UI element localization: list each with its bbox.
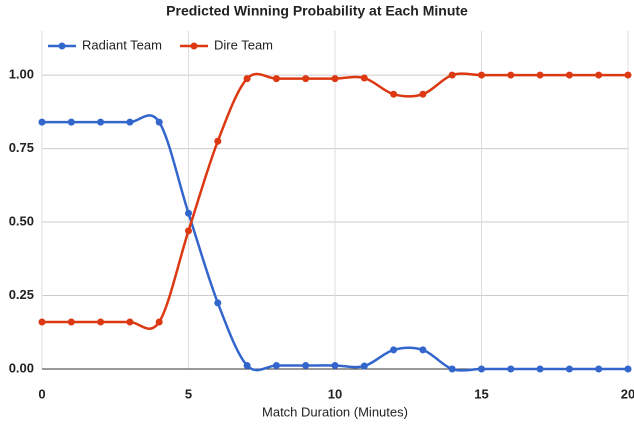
data-point: [97, 118, 105, 126]
data-point: [185, 227, 192, 235]
data-point: [67, 118, 75, 126]
x-tick-label: 5: [185, 386, 192, 401]
data-point: [331, 361, 339, 369]
data-point: [243, 75, 251, 83]
data-point: [38, 318, 46, 326]
chart-title: Predicted Winning Probability at Each Mi…: [166, 3, 468, 19]
data-point: [448, 365, 456, 373]
data-point: [272, 361, 280, 369]
x-tick-label: 10: [328, 386, 342, 401]
data-point: [565, 71, 573, 79]
data-point: [272, 75, 280, 83]
series-line: [42, 72, 628, 330]
data-point: [126, 318, 134, 326]
data-point: [155, 318, 163, 326]
x-axis-label: Match Duration (Minutes): [262, 404, 408, 419]
data-point: [155, 118, 163, 126]
data-point: [390, 90, 398, 98]
legend-marker: [58, 42, 66, 50]
y-tick-label: 0.25: [9, 287, 34, 302]
data-point: [97, 318, 105, 326]
data-point: [536, 365, 544, 373]
y-tick-label: 1.00: [9, 67, 34, 82]
data-point: [214, 299, 222, 307]
data-point: [478, 71, 485, 79]
data-point: [448, 71, 456, 79]
y-tick-label: 0.75: [9, 140, 34, 155]
legend-label: Radiant Team: [82, 37, 162, 52]
y-tick-label: 0.00: [9, 360, 34, 375]
data-point: [595, 71, 603, 79]
data-point: [126, 118, 134, 126]
data-point: [390, 346, 398, 354]
data-point: [38, 118, 46, 126]
data-point: [331, 75, 339, 83]
data-point: [595, 365, 603, 373]
data-point: [419, 346, 427, 354]
data-point: [67, 318, 75, 326]
data-point: [624, 365, 632, 373]
data-point: [185, 209, 192, 217]
legend-marker: [190, 42, 198, 50]
data-point: [214, 137, 222, 145]
x-tick-label: 0: [38, 386, 45, 401]
data-point: [419, 90, 427, 98]
data-point: [507, 71, 515, 79]
x-tick-label: 20: [621, 386, 634, 401]
data-point: [302, 75, 310, 83]
y-tick-label: 0.50: [9, 213, 34, 228]
series-line: [42, 114, 628, 372]
data-point: [302, 361, 310, 369]
data-point: [624, 71, 632, 79]
data-point: [243, 361, 251, 369]
legend-label: Dire Team: [214, 37, 273, 52]
data-point: [360, 362, 368, 370]
data-point: [536, 71, 544, 79]
data-point: [507, 365, 515, 373]
data-point: [565, 365, 573, 373]
x-tick-label: 15: [474, 386, 488, 401]
data-point: [478, 365, 485, 373]
data-point: [360, 74, 368, 82]
